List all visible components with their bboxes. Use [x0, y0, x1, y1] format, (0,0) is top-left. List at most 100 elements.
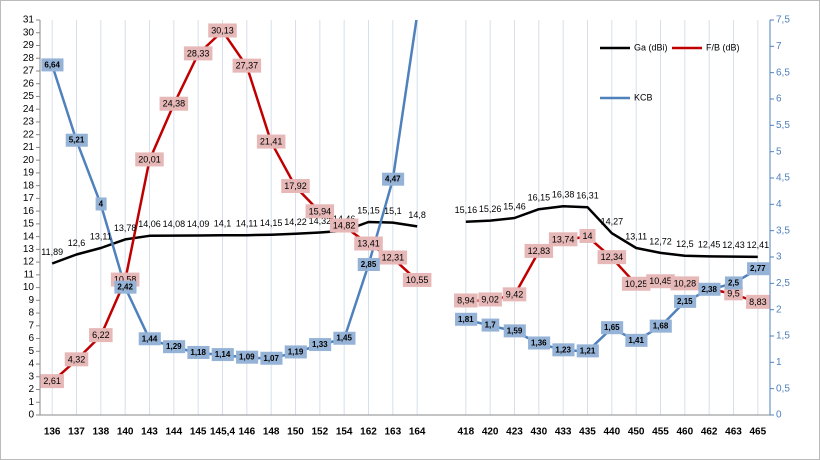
- data-label-bg: [260, 351, 283, 365]
- data-label: 9,02: [481, 294, 499, 304]
- data-label: 2,77: [750, 264, 766, 273]
- data-label-group: 13,41: [354, 236, 383, 251]
- data-label-bg: [65, 133, 88, 147]
- data-label: 20,01: [138, 154, 161, 164]
- data-label-group: 11,89: [41, 247, 63, 257]
- data-label: 1,33: [312, 340, 328, 349]
- data-label-bg: [187, 345, 210, 359]
- data-label-group: 15,94: [305, 204, 335, 219]
- y-tick-label: 1: [28, 397, 34, 408]
- y-tick-label: 25: [23, 91, 35, 102]
- data-label-group: 2,61: [40, 374, 64, 389]
- data-label-group: 13,11: [625, 231, 647, 241]
- y2-tick-label: 2,5: [776, 278, 790, 289]
- y-tick-label: 16: [23, 206, 35, 217]
- data-label-bg: [746, 294, 770, 309]
- x-tick-label: 465: [749, 427, 766, 438]
- data-label-group: 12,41: [747, 240, 770, 250]
- x-tick-label: 162: [360, 427, 377, 438]
- data-label: 14,22: [284, 217, 307, 227]
- data-label-group: 30,13: [208, 23, 237, 38]
- data-label: 1,29: [166, 342, 182, 351]
- x-tick-label: 423: [506, 427, 523, 438]
- data-label: 1,09: [239, 353, 255, 362]
- data-label-bg: [211, 348, 234, 362]
- data-label-group: 28,33: [183, 46, 213, 61]
- data-label: 9,42: [506, 289, 524, 299]
- y-tick-label: 31: [23, 15, 35, 26]
- data-label: 13,78: [114, 223, 137, 233]
- x-tick-label: 152: [311, 427, 328, 438]
- data-label: 14,11: [236, 219, 258, 229]
- x-tick-label: 154: [336, 427, 353, 438]
- data-label-group: 4,32: [64, 352, 89, 367]
- data-label-group: 2,15: [674, 294, 697, 308]
- data-label: 5,21: [69, 136, 85, 145]
- data-label-bg: [333, 331, 356, 345]
- data-label: 14,06: [138, 219, 161, 229]
- x-tick-label: 435: [579, 427, 596, 438]
- data-label: 10,55: [406, 275, 429, 285]
- data-label-bg: [548, 232, 578, 247]
- data-label-bg: [208, 23, 237, 38]
- y2-tick-label: 5,5: [776, 120, 790, 131]
- x-tick-label: 136: [44, 427, 61, 438]
- data-label-group: 21,41: [256, 134, 286, 149]
- data-label: 10,45: [649, 276, 672, 286]
- x-tick-label: 138: [92, 427, 109, 438]
- data-label: 15,15: [357, 205, 380, 215]
- y-tick-label: 4: [28, 359, 34, 370]
- data-label-group: 10,25: [621, 276, 651, 291]
- data-label: 1,7: [485, 321, 497, 330]
- data-label-bg: [502, 287, 527, 302]
- y2-tick-label: 6,5: [776, 67, 790, 78]
- data-label: 1,36: [531, 338, 547, 347]
- x-tick-label: 137: [68, 427, 85, 438]
- data-label: 12,6: [68, 238, 86, 248]
- data-label: 10,28: [674, 278, 697, 288]
- data-label-bg: [357, 258, 380, 272]
- x-tick-label: 145,4: [210, 427, 235, 438]
- data-label-group: 1,7: [481, 318, 500, 332]
- data-label-group: 1,33: [309, 338, 332, 352]
- data-label: 15,46: [503, 201, 526, 211]
- data-label-bg: [698, 282, 721, 296]
- y-tick-label: 29: [23, 40, 35, 51]
- y-tick-label: 18: [23, 180, 35, 191]
- data-label-bg: [402, 272, 432, 287]
- data-label: 13,74: [552, 234, 575, 244]
- data-label-bg: [503, 324, 526, 338]
- data-label: 2,85: [361, 260, 377, 269]
- data-label-group: 1,14: [211, 348, 234, 362]
- data-label: 2,5: [728, 278, 740, 287]
- data-label-bg: [89, 328, 113, 343]
- data-label-group: 6,64: [41, 58, 64, 72]
- data-label: 1,23: [555, 345, 571, 354]
- y-tick-label: 15: [23, 219, 35, 230]
- y2-tick-label: 4: [776, 199, 782, 210]
- data-label: 12,41: [747, 240, 770, 250]
- y-tick-label: 11: [24, 269, 35, 280]
- data-label-group: 14,82: [329, 218, 359, 233]
- data-label-bg: [163, 340, 186, 354]
- data-label-group: 1,41: [625, 333, 648, 347]
- data-label: 1,68: [653, 322, 669, 331]
- x-tick-label: 150: [287, 427, 304, 438]
- data-label: 24,38: [163, 99, 186, 109]
- data-label: 10,58: [114, 275, 137, 285]
- data-label: 14,09: [187, 219, 210, 229]
- data-label-bg: [478, 292, 502, 307]
- data-label-group: 16,15: [528, 193, 551, 203]
- y-tick-label: 21: [23, 142, 35, 153]
- y2-tick-label: 1: [776, 357, 782, 368]
- data-label-group: 9,5: [724, 286, 743, 301]
- data-label-bg: [625, 333, 648, 347]
- data-label-group: 2,42: [114, 280, 137, 294]
- data-label-group: 1,19: [284, 345, 307, 359]
- data-label: 10,25: [625, 279, 648, 289]
- y-tick-label: 2: [28, 384, 34, 395]
- data-label-group: 8,94: [454, 293, 478, 308]
- data-label-bg: [159, 96, 189, 111]
- data-label-bg: [601, 321, 624, 335]
